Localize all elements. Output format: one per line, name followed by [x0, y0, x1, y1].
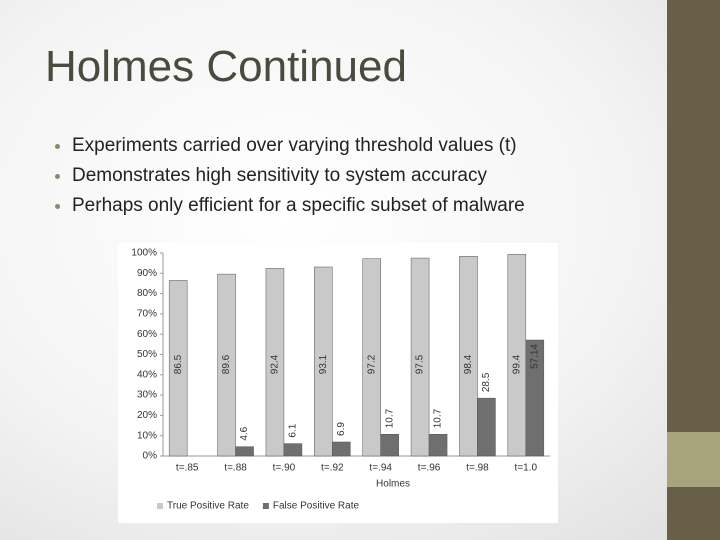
- value-label: 97.5: [415, 354, 426, 374]
- value-label: 98.4: [463, 354, 474, 374]
- value-label: 10.7: [433, 408, 444, 428]
- slide-title: Holmes Continued: [45, 42, 407, 91]
- bar: [283, 443, 303, 457]
- bullet: Perhaps only efficient for a specific su…: [55, 193, 525, 223]
- y-tick-label: 50%: [137, 349, 157, 360]
- bullet: Experiments carried over varying thresho…: [55, 133, 525, 163]
- bar: [428, 434, 448, 457]
- bar: [525, 339, 545, 457]
- bar: [380, 434, 399, 457]
- y-tick-label: 100%: [131, 248, 157, 259]
- value-label: 57.14: [529, 344, 540, 369]
- y-tick-label: 60%: [137, 329, 157, 340]
- x-tick-label: t=.94: [369, 463, 392, 474]
- value-label: 10.7: [384, 408, 395, 428]
- x-axis-label: Holmes: [376, 479, 410, 490]
- value-label: 99.4: [511, 354, 522, 374]
- value-label: 89.6: [221, 354, 232, 374]
- x-tick-label: t=.92: [321, 463, 344, 474]
- side-accent: [667, 432, 720, 487]
- bar: [314, 266, 333, 457]
- x-tick-label: t=.96: [418, 463, 441, 474]
- x-tick-label: t=.90: [273, 463, 296, 474]
- bullet-list: Experiments carried over varying thresho…: [55, 133, 525, 223]
- x-tick-label: t=.85: [176, 463, 199, 474]
- bar: [410, 257, 430, 457]
- x-tick-label: t=1.0: [515, 463, 538, 474]
- value-label: 28.5: [481, 372, 492, 392]
- y-tick-label: 70%: [137, 309, 157, 320]
- x-tick-label: t=.88: [224, 463, 247, 474]
- value-label: 93.1: [318, 354, 329, 374]
- bar: [477, 397, 496, 457]
- value-label: 92.4: [270, 354, 281, 374]
- y-tick-label: 10%: [137, 430, 157, 441]
- bar: [362, 258, 381, 457]
- legend-label: True Positive Rate: [167, 501, 249, 512]
- bar: [265, 268, 285, 457]
- bar: [217, 273, 236, 457]
- y-tick-label: 90%: [137, 268, 157, 279]
- bar: [235, 446, 254, 457]
- chart-background: [118, 243, 558, 523]
- legend-label: False Positive Rate: [273, 501, 360, 512]
- legend-swatch: [157, 503, 163, 509]
- value-label: 86.5: [173, 354, 184, 374]
- value-label: 6.9: [336, 422, 347, 436]
- bar: [332, 441, 351, 457]
- y-tick-label: 80%: [137, 288, 157, 299]
- value-label: 4.6: [239, 426, 250, 440]
- y-tick-label: 30%: [137, 390, 157, 401]
- chart: Holmes 0% 10% 20% 30% 40% 50% 60% 70% 80% 90% 100%…: [118, 243, 558, 523]
- bar: [459, 255, 478, 457]
- y-tick-label: 20%: [137, 410, 157, 421]
- bullet: Demonstrates high sensitivity to system …: [55, 163, 525, 193]
- x-tick-label: t=.98: [466, 463, 489, 474]
- legend-swatch: [262, 503, 269, 509]
- value-label: 6.1: [288, 423, 299, 437]
- value-label: 97.2: [366, 354, 377, 374]
- y-tick-label: 0%: [143, 451, 158, 462]
- y-tick-label: 40%: [137, 369, 157, 380]
- bar: [168, 280, 188, 457]
